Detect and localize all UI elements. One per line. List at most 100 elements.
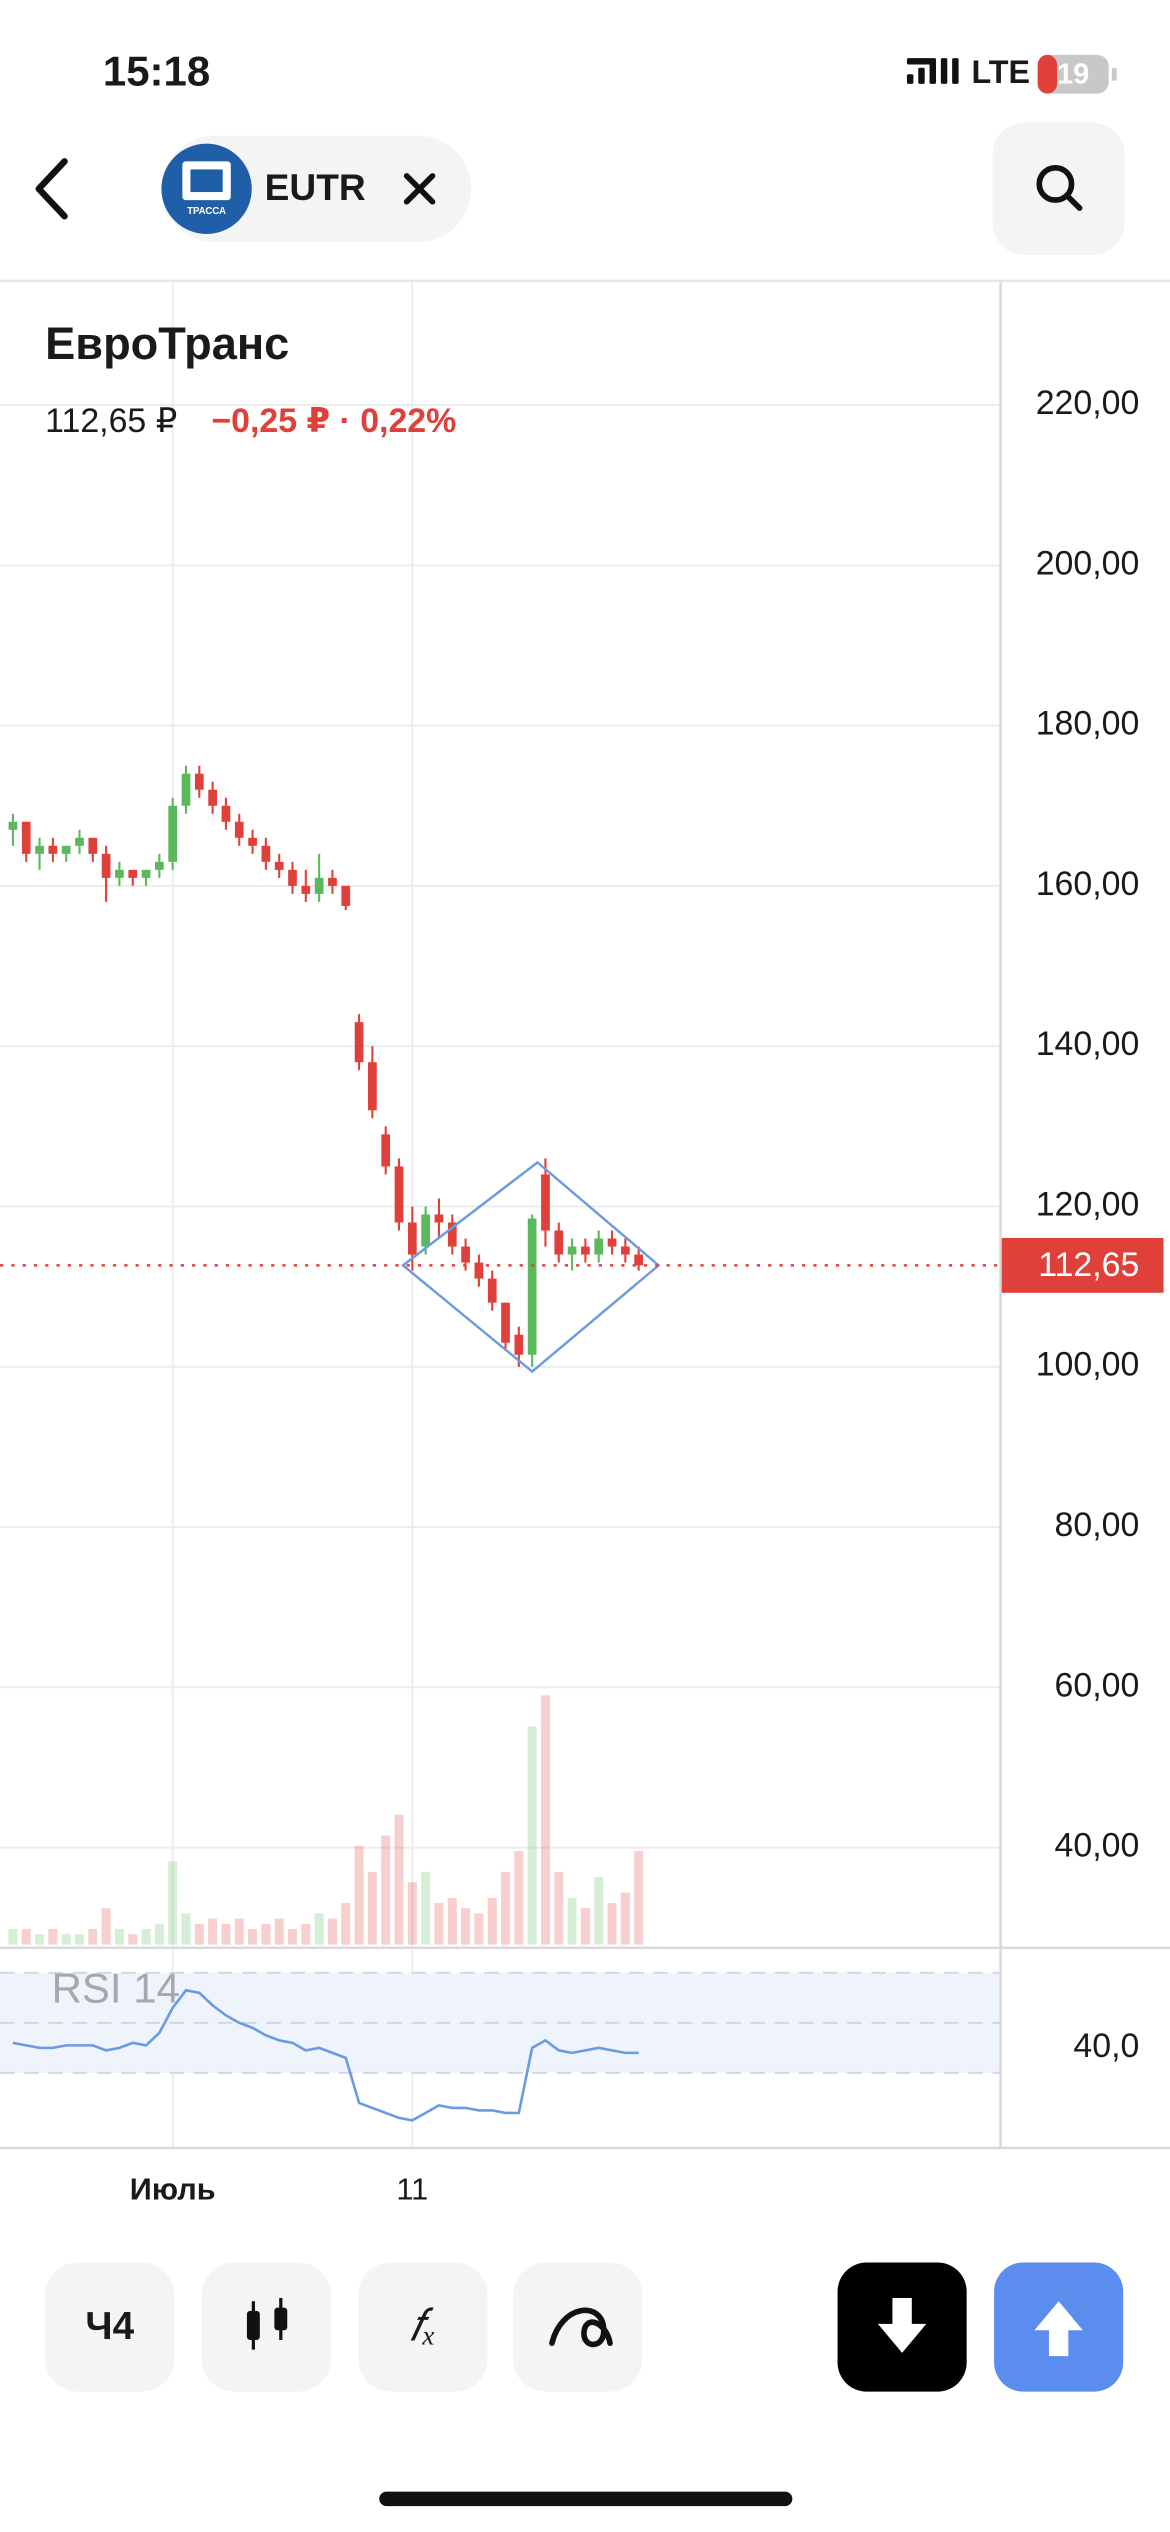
volume-bar bbox=[501, 1871, 511, 1945]
last-price-label: 112,65 bbox=[1038, 1246, 1139, 1284]
candle-body bbox=[434, 1214, 444, 1223]
chart-type-button[interactable] bbox=[201, 2262, 331, 2392]
volume-bar bbox=[394, 1814, 404, 1945]
volume-bar bbox=[447, 1897, 457, 1945]
candle-body bbox=[527, 1218, 537, 1355]
volume-bar bbox=[607, 1903, 617, 1945]
volume-bar bbox=[461, 1908, 471, 1945]
candle-body bbox=[341, 885, 351, 906]
candle-body bbox=[314, 877, 324, 894]
candle-body bbox=[128, 869, 138, 878]
volume-bar bbox=[88, 1929, 98, 1945]
candle-body bbox=[261, 845, 271, 862]
candle-body bbox=[234, 821, 244, 838]
chart: 40,00 60,00 80,00 100,00 120,00 140,00 160,00 1… bbox=[0, 282, 1170, 2207]
drawing-icon bbox=[549, 2307, 613, 2348]
volume-bar bbox=[221, 1923, 231, 1945]
volume-bar bbox=[567, 1897, 577, 1945]
volume-bar bbox=[341, 1903, 351, 1945]
candle-body bbox=[567, 1246, 577, 1255]
last-price-badge bbox=[1000, 1237, 1164, 1293]
instrument-name: ЕвроТранс bbox=[45, 318, 289, 369]
candle-body bbox=[368, 1062, 377, 1111]
candle-body bbox=[474, 1262, 484, 1279]
candle-body bbox=[35, 845, 44, 854]
y-tick-label: 140,00 bbox=[1036, 1025, 1140, 1063]
rsi-line bbox=[12, 1988, 639, 2122]
candle-body bbox=[141, 869, 151, 878]
volume-bar bbox=[634, 1851, 644, 1945]
candle-body bbox=[181, 773, 191, 806]
x-tick-label: Июль bbox=[130, 2173, 216, 2207]
volume-bar bbox=[168, 1861, 178, 1945]
candle-body bbox=[594, 1238, 604, 1255]
drawing-button[interactable] bbox=[513, 2262, 643, 2392]
volume-bar bbox=[261, 1923, 271, 1945]
candle-body bbox=[8, 821, 18, 830]
volume-bar bbox=[287, 1929, 298, 1945]
network-type: LTE bbox=[971, 54, 1030, 90]
candle-body bbox=[501, 1302, 510, 1343]
interval-label: Ч4 bbox=[85, 2305, 134, 2348]
candle-body bbox=[394, 1166, 404, 1223]
y-tick-label: 180,00 bbox=[1036, 705, 1140, 743]
candle-body bbox=[101, 853, 111, 878]
candle-body bbox=[288, 869, 297, 886]
candle-body bbox=[194, 773, 204, 790]
x-tick-label: 11 bbox=[396, 2173, 428, 2207]
volume-bar bbox=[194, 1923, 204, 1945]
candle-body bbox=[61, 845, 71, 854]
volume-bar bbox=[21, 1929, 31, 1945]
candle-body bbox=[581, 1246, 590, 1255]
volume-bar bbox=[407, 1882, 417, 1945]
candle-body bbox=[115, 869, 124, 878]
volume-bar bbox=[367, 1871, 377, 1945]
ticker: EUTR bbox=[265, 166, 366, 208]
y-tick-label: 40,00 bbox=[1055, 1827, 1140, 1865]
buy-icon bbox=[1034, 2301, 1083, 2357]
volume-bar bbox=[8, 1929, 18, 1945]
candle-body bbox=[301, 885, 311, 894]
volume-bar bbox=[514, 1851, 524, 1945]
volume-bar bbox=[128, 1934, 138, 1945]
candle-body bbox=[21, 821, 31, 854]
back-button[interactable] bbox=[35, 158, 68, 220]
volume-bar bbox=[35, 1934, 45, 1945]
candle-body bbox=[328, 877, 337, 886]
volume-bar bbox=[487, 1897, 497, 1945]
search-icon bbox=[1036, 165, 1075, 203]
volume-bar bbox=[301, 1923, 311, 1945]
search-button[interactable] bbox=[992, 122, 1125, 255]
volume-bar bbox=[114, 1929, 124, 1945]
candle-body bbox=[248, 837, 257, 846]
indicators-button[interactable] bbox=[358, 2262, 488, 2392]
y-tick-label: 120,00 bbox=[1036, 1185, 1140, 1223]
volume-bar bbox=[354, 1845, 364, 1945]
close-ticker[interactable] bbox=[403, 173, 436, 205]
candle-body bbox=[168, 805, 178, 862]
candle-body bbox=[514, 1334, 524, 1355]
volume-bar bbox=[421, 1871, 431, 1945]
indicators-icon: 𝑓ₓ bbox=[409, 2301, 436, 2351]
search-icon-handle bbox=[1063, 192, 1083, 211]
y-tick-label: 200,00 bbox=[1036, 544, 1140, 582]
logo-text: ТРАССА bbox=[187, 206, 226, 217]
volume-bar bbox=[248, 1929, 258, 1945]
logo-mark-inner bbox=[190, 169, 223, 193]
y-tick-label: 220,00 bbox=[1036, 384, 1140, 422]
rsi-label: RSI 14 bbox=[52, 1964, 180, 2011]
pattern-diamond bbox=[401, 1160, 661, 1374]
candle-body bbox=[221, 805, 231, 822]
volume-bar bbox=[554, 1871, 564, 1945]
rsi-tick-label: 40,0 bbox=[1073, 2027, 1139, 2065]
volume-bar bbox=[208, 1918, 218, 1945]
y-tick-label: 100,00 bbox=[1036, 1346, 1140, 1384]
interval-button[interactable] bbox=[45, 2262, 175, 2392]
volume-bar bbox=[61, 1934, 71, 1945]
sell-icon bbox=[877, 2298, 927, 2353]
battery-tip bbox=[1111, 67, 1117, 81]
candle-body bbox=[634, 1254, 644, 1266]
volume-bar bbox=[141, 1929, 151, 1945]
volume-bar bbox=[101, 1908, 111, 1945]
